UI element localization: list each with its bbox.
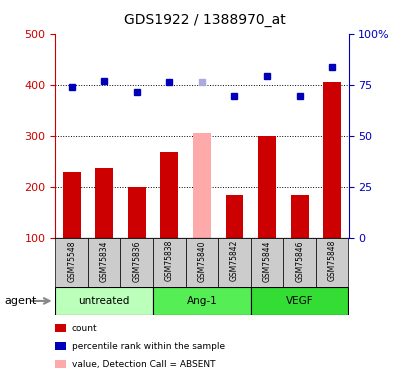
- Text: GSM75844: GSM75844: [262, 240, 271, 282]
- Text: GSM75846: GSM75846: [294, 240, 303, 282]
- Text: GSM75840: GSM75840: [197, 240, 206, 282]
- Bar: [63, 172, 81, 238]
- Text: count: count: [72, 324, 97, 333]
- Text: untreated: untreated: [79, 296, 130, 306]
- Bar: [185, 238, 218, 287]
- Bar: [160, 152, 178, 238]
- Text: Ang-1: Ang-1: [186, 296, 217, 306]
- Bar: [322, 82, 340, 238]
- Bar: [250, 238, 283, 287]
- Bar: [55, 238, 88, 287]
- Text: agent: agent: [4, 296, 36, 306]
- Text: percentile rank within the sample: percentile rank within the sample: [72, 342, 224, 351]
- Bar: [120, 238, 153, 287]
- Bar: [153, 287, 250, 315]
- Text: GSM75842: GSM75842: [229, 240, 238, 282]
- Bar: [55, 287, 153, 315]
- Text: GSM75848: GSM75848: [327, 240, 336, 282]
- Text: GSM75834: GSM75834: [99, 240, 108, 282]
- Bar: [290, 195, 308, 238]
- Bar: [283, 238, 315, 287]
- Text: GSM75838: GSM75838: [164, 240, 173, 282]
- Bar: [218, 238, 250, 287]
- Bar: [95, 168, 113, 238]
- Bar: [225, 195, 243, 238]
- Text: VEGF: VEGF: [285, 296, 313, 306]
- Bar: [153, 238, 185, 287]
- Bar: [128, 187, 145, 238]
- Bar: [315, 238, 348, 287]
- Text: value, Detection Call = ABSENT: value, Detection Call = ABSENT: [72, 360, 215, 369]
- Bar: [258, 136, 275, 238]
- Text: GSM75548: GSM75548: [67, 240, 76, 282]
- Text: GSM75836: GSM75836: [132, 240, 141, 282]
- Bar: [250, 287, 348, 315]
- Bar: [193, 134, 210, 238]
- Text: GDS1922 / 1388970_at: GDS1922 / 1388970_at: [124, 13, 285, 27]
- Bar: [88, 238, 120, 287]
